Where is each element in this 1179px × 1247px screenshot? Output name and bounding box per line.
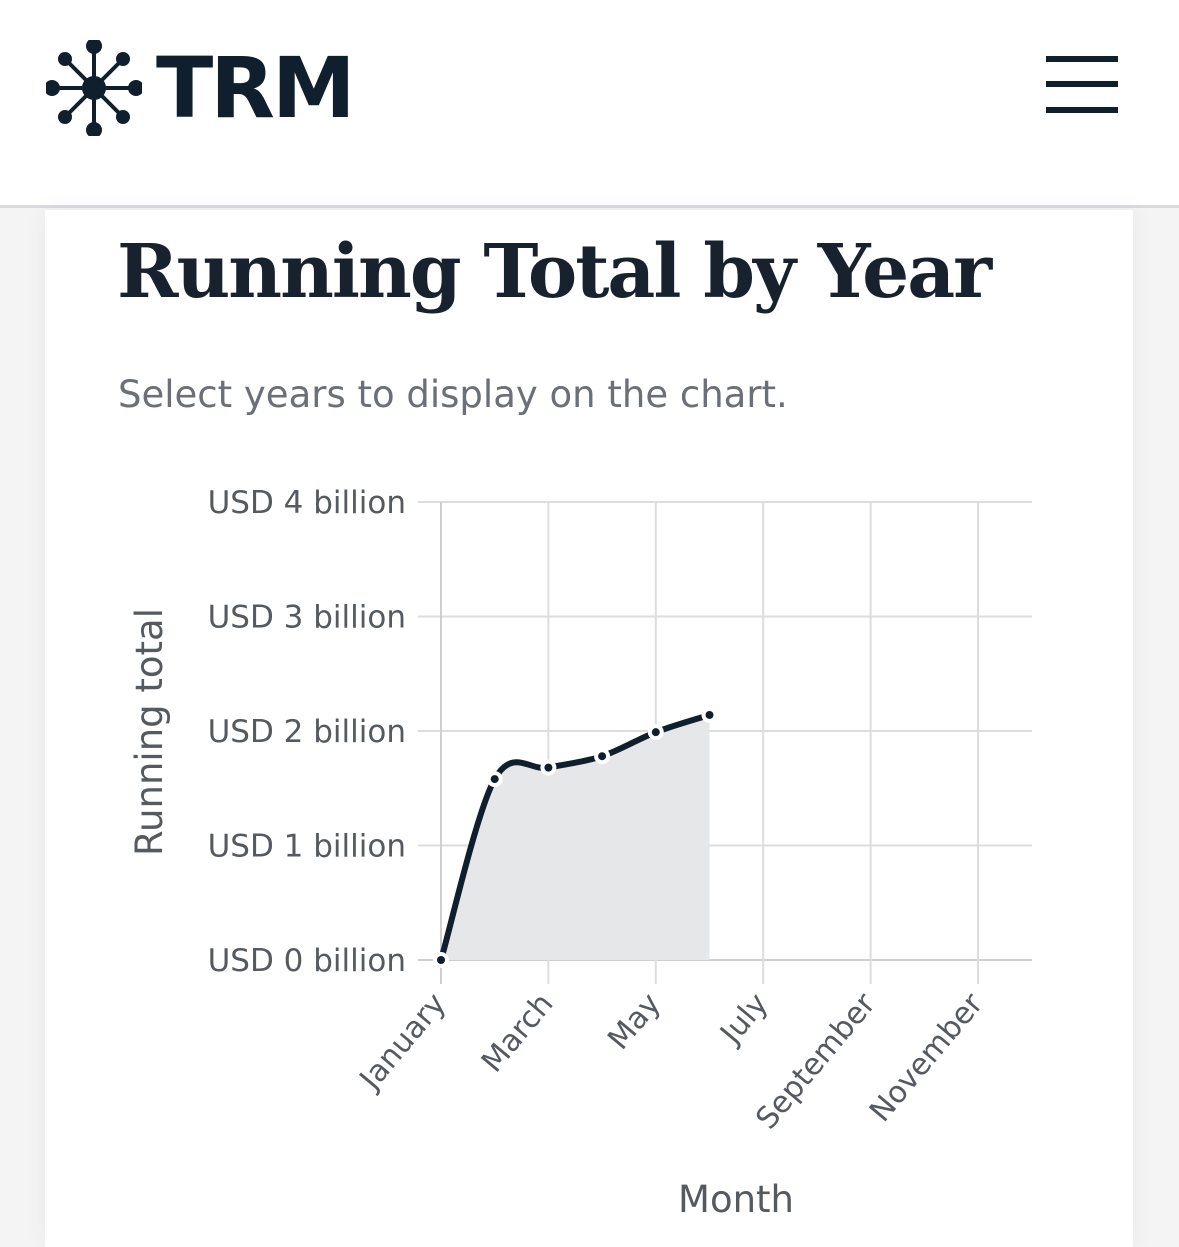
x-tick-label: March (475, 987, 561, 1080)
data-point (544, 763, 553, 772)
chart-subtitle: Select years to display on the chart. (118, 373, 788, 416)
data-point (705, 710, 714, 719)
y-tick-label: USD 4 billion (208, 485, 406, 521)
data-point (651, 728, 660, 737)
logo-text: TRM (156, 39, 356, 137)
chart-title: Running Total by Year (117, 229, 992, 315)
data-point (598, 752, 607, 761)
series-area (441, 714, 710, 960)
x-tick-label: November (863, 986, 991, 1129)
data-point (437, 956, 445, 964)
site-header: TRM (0, 0, 1179, 208)
logo[interactable]: TRM (46, 39, 356, 137)
y-axis-label: Running total (128, 608, 171, 856)
y-tick-label: USD 1 billion (208, 829, 406, 865)
x-tick-label: July (713, 987, 776, 1052)
network-star-icon (46, 40, 142, 136)
y-tick-label: USD 2 billion (208, 714, 406, 750)
x-tick-label: January (352, 987, 453, 1098)
data-point (490, 775, 499, 784)
x-tick-label: May (601, 987, 668, 1057)
chart-card (45, 210, 1133, 1247)
y-tick-label: USD 3 billion (208, 600, 406, 636)
y-tick-label: USD 0 billion (208, 943, 406, 979)
hamburger-menu-icon[interactable] (1044, 56, 1120, 116)
x-axis-label: Month (678, 1178, 794, 1221)
